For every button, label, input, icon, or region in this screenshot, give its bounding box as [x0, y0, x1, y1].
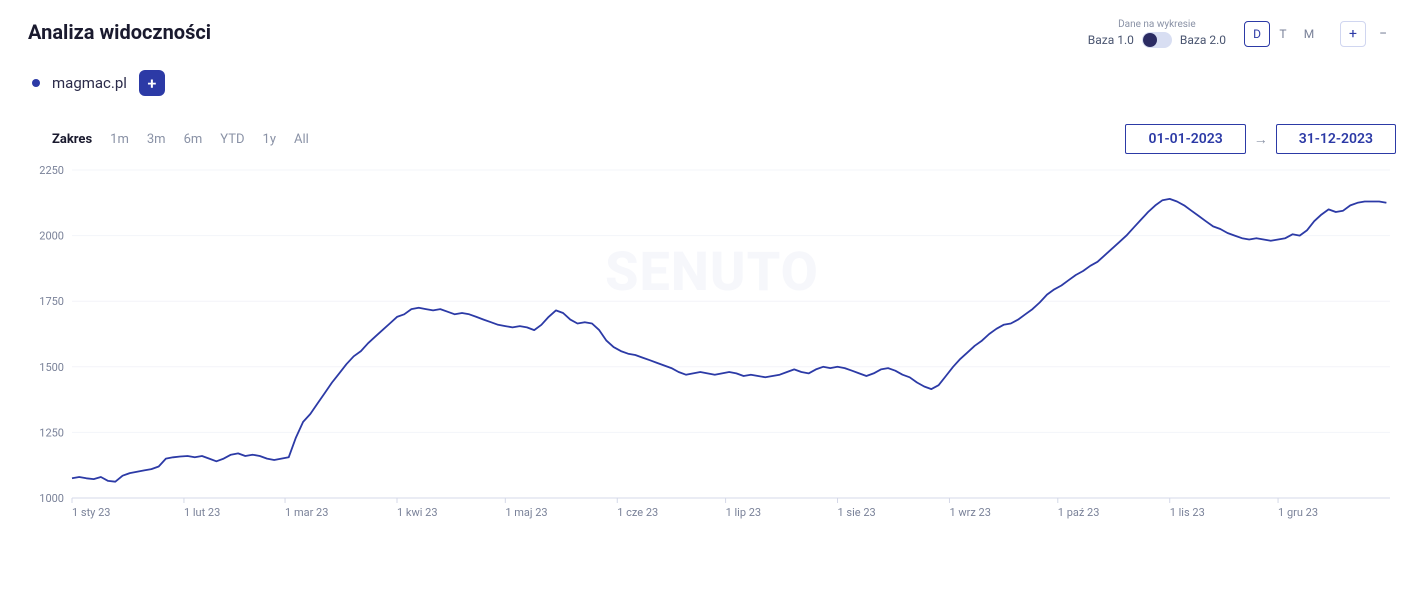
svg-text:1 lut 23: 1 lut 23 [184, 506, 220, 519]
svg-text:1 sie 23: 1 sie 23 [838, 506, 876, 519]
header-controls: Dane na wykresie Baza 1.0 Baza 2.0 DTM +… [1088, 20, 1396, 48]
range-label: Zakres [52, 132, 92, 147]
range-option-ytd[interactable]: YTD [220, 132, 244, 147]
watermark-text: SENUTO [605, 241, 819, 304]
date-to[interactable]: 31-12-2023 [1276, 124, 1396, 154]
svg-text:1 lip 23: 1 lip 23 [726, 506, 762, 519]
granularity-d[interactable]: D [1244, 21, 1270, 47]
range-option-all[interactable]: All [294, 132, 309, 147]
granularity-t[interactable]: T [1270, 21, 1296, 47]
x-axis-ticks: 1 sty 23 1 lut 23 1 mar 23 1 kwi 23 1 maj 23… [72, 498, 1318, 519]
y-axis-ticks: 1000 1250 1500 1750 2000 2250 [39, 164, 64, 505]
zoom-group: + − [1340, 21, 1396, 47]
series-dot-icon [32, 79, 40, 87]
svg-text:2000: 2000 [39, 230, 64, 243]
svg-text:1 mar 23: 1 mar 23 [285, 506, 328, 519]
range-options: Zakres 1m 3m 6m YTD 1y All [52, 132, 309, 147]
domain-row: magmac.pl + [28, 70, 1396, 96]
zoom-out-button[interactable]: − [1370, 21, 1396, 47]
svg-text:1000: 1000 [39, 492, 64, 505]
svg-text:1 maj 23: 1 maj 23 [505, 506, 547, 519]
toggle-right-label: Baza 2.0 [1180, 34, 1226, 46]
toggle-left-label: Baza 1.0 [1088, 34, 1134, 46]
granularity-m[interactable]: M [1296, 21, 1322, 47]
svg-text:1 gru 23: 1 gru 23 [1278, 506, 1318, 519]
visibility-chart: SENUTO 1000 1250 1500 1750 2000 2250 1 sty 23… [28, 160, 1396, 530]
range-option-1y[interactable]: 1y [263, 132, 276, 147]
domain-label: magmac.pl [52, 74, 127, 92]
date-range-group: 01-01-2023 → 31-12-2023 [1125, 124, 1396, 154]
add-domain-button[interactable]: + [139, 70, 165, 96]
chart-base-toggle-block: Dane na wykresie Baza 1.0 Baza 2.0 [1088, 20, 1226, 48]
svg-text:1 cze 23: 1 cze 23 [617, 506, 658, 519]
toggle-row: Baza 1.0 Baza 2.0 [1088, 32, 1226, 48]
svg-text:1 kwi 23: 1 kwi 23 [397, 506, 438, 519]
svg-text:1750: 1750 [39, 295, 64, 308]
header: Analiza widoczności Dane na wykresie Baz… [28, 20, 1396, 48]
svg-text:1 wrz 23: 1 wrz 23 [949, 506, 990, 519]
range-option-1m[interactable]: 1m [110, 132, 129, 147]
toggle-caption: Dane na wykresie [1118, 20, 1196, 30]
svg-text:1 paź 23: 1 paź 23 [1058, 506, 1100, 519]
svg-text:1250: 1250 [39, 426, 64, 439]
range-option-6m[interactable]: 6m [184, 132, 203, 147]
granularity-group: DTM [1244, 21, 1322, 47]
chart-svg: SENUTO 1000 1250 1500 1750 2000 2250 1 sty 23… [28, 160, 1396, 530]
date-arrow-icon: → [1254, 131, 1268, 148]
range-option-3m[interactable]: 3m [147, 132, 166, 147]
chart-grid [72, 170, 1390, 498]
svg-text:1 lis 23: 1 lis 23 [1170, 506, 1205, 519]
base-toggle-switch[interactable] [1142, 32, 1172, 48]
svg-text:1500: 1500 [39, 361, 64, 374]
svg-text:2250: 2250 [39, 164, 64, 177]
page-title: Analiza widoczności [28, 20, 211, 44]
svg-text:1 sty 23: 1 sty 23 [72, 506, 110, 519]
range-row: Zakres 1m 3m 6m YTD 1y All 01-01-2023 → 31-12… [28, 124, 1396, 154]
date-from[interactable]: 01-01-2023 [1125, 124, 1245, 154]
zoom-in-button[interactable]: + [1340, 21, 1366, 47]
